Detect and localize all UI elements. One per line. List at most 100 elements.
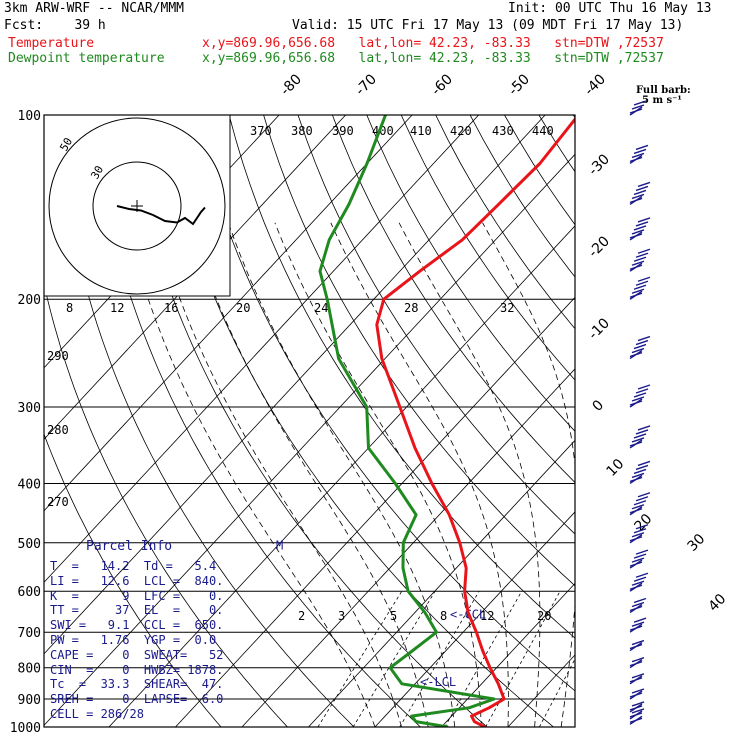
theta-label: 370: [250, 124, 272, 138]
wind-barb-flag: [629, 705, 643, 711]
sounding-profile: [318, 115, 575, 727]
isotherm-label: 10: [604, 456, 628, 480]
wind-barb-flag: [631, 708, 645, 714]
wind-barb-flag: [635, 464, 649, 471]
wind-barb-flag: [633, 392, 647, 398]
hodograph: 50 30: [43, 114, 231, 297]
mixing-ratio-label: 20: [537, 609, 551, 623]
mixing-ratio-label: 8: [440, 609, 447, 623]
barb-key: Full barb: 5 m s⁻¹: [636, 86, 691, 106]
theta-label: 270: [47, 495, 69, 509]
hodograph-trace: [116, 205, 206, 226]
wind-barb: [629, 688, 645, 700]
wind-barbs: [629, 100, 651, 725]
theta-label: 390: [332, 124, 354, 138]
wind-barb-flag: [633, 553, 647, 559]
pressure-label-100: 100: [18, 109, 41, 124]
wind-barb-flag: [629, 264, 643, 270]
parcel-info-row: SWI = 9.1 CCL = 650.: [50, 618, 224, 633]
wind-barb-flag: [631, 601, 645, 608]
moist-adiabat: [330, 222, 509, 727]
wind-barb-flag: [635, 185, 649, 192]
wind-barb-flag: [629, 536, 643, 542]
pressure-label-700: 700: [18, 626, 41, 641]
plot-frame: [43, 114, 576, 728]
wind-barb-flag: [635, 144, 649, 151]
wind-barb-flag: [637, 181, 651, 188]
pressure-label-900: 900: [18, 693, 41, 708]
wind-barb-flag: [633, 284, 647, 290]
theta-label: 290: [47, 349, 69, 363]
wind-barb: [629, 639, 645, 652]
wind-barb-flag: [631, 104, 645, 110]
parcel-info-row: TT = 37 EL = 0.: [50, 603, 224, 618]
wind-barb: [629, 144, 649, 165]
wind-barb: [629, 715, 643, 725]
wind-barb-flag: [633, 617, 647, 623]
wind-barb-flag: [637, 492, 651, 498]
wind-barb-flag: [635, 496, 649, 502]
dew-legend-label: Dewpoint temperature: [8, 51, 165, 66]
isotherm-line: [374, 511, 575, 727]
wind-barb-flag: [635, 339, 649, 346]
wind-barb-flag: [629, 292, 643, 298]
isotherm-line: [44, 115, 346, 440]
wind-barb-flag: [633, 576, 647, 582]
mixing-ratio-line: [317, 591, 403, 727]
isotherm-line: [574, 725, 575, 727]
wind-barb-flag: [631, 504, 645, 510]
wind-barb-flag: [629, 605, 643, 612]
parcel-info-row: LI = 12.6 LCL = 840.: [50, 573, 224, 588]
wind-barb-flag: [637, 248, 651, 254]
wind-barb-flag: [635, 572, 649, 578]
moist-adiabat: [398, 222, 541, 727]
mixing-ratio-label: 3: [338, 609, 345, 623]
wind-barb-flag: [629, 692, 643, 698]
mixing-ratio-line: [444, 591, 523, 727]
wind-barb-flag: [631, 152, 645, 159]
wind-barb-flag: [633, 500, 647, 506]
dry-adiabat: [400, 115, 575, 381]
moist-adiabat: [482, 222, 575, 727]
pressure-label-400: 400: [18, 477, 41, 492]
wind-barb-flag: [631, 701, 645, 707]
mixing-ratio-line: [399, 591, 480, 727]
isotherm-line: [44, 153, 575, 726]
wind-barb: [629, 549, 649, 569]
parcel-info-row: CAPE = 0 SWEAT= 52: [50, 647, 224, 662]
wind-barb-flag: [629, 508, 643, 514]
dry-adiabat: [297, 115, 575, 535]
moist-adiabat: [274, 222, 482, 727]
dry-adiabat: [366, 115, 575, 432]
pressure-label-1000: 1000: [10, 721, 41, 736]
isotherm-label: -80: [278, 71, 305, 98]
parcel-info-row: PW = 1.76 YGP = 0.0: [50, 633, 217, 647]
moist-adiabat: [228, 222, 456, 727]
wind-barb-flag: [631, 260, 645, 266]
isotherm-line: [641, 115, 740, 727]
wind-barb-flag: [629, 156, 643, 163]
isotherm-label: -60: [429, 71, 456, 98]
wind-barb-flag: [629, 717, 643, 723]
dry-adiabat: [44, 282, 288, 727]
isotherm-label: 30: [685, 531, 709, 555]
hodo-speed-label: 28: [404, 301, 418, 315]
wind-barb-flag: [631, 639, 645, 646]
isotherm-line: [44, 115, 546, 655]
wind-barb-flag: [629, 476, 643, 483]
isotherm-line: [308, 439, 575, 727]
dry-adiabat: [711, 115, 740, 727]
parcel-info-row: T = 14.2 Td = 5.4: [50, 559, 217, 573]
wind-barb: [629, 100, 647, 116]
wind-barb-flag: [637, 217, 651, 223]
wind-barb-flag: [631, 688, 645, 694]
dry-adiabat: [435, 115, 575, 330]
wind-barb-flag: [631, 347, 645, 354]
wind-barb: [629, 708, 645, 720]
isotherm-line: [241, 368, 575, 727]
mixing-ratio-label: 5: [390, 609, 397, 623]
hodograph-ring-label: 30: [88, 164, 106, 182]
pressure-label-300: 300: [18, 401, 41, 416]
wind-barb-flag: [635, 429, 649, 435]
